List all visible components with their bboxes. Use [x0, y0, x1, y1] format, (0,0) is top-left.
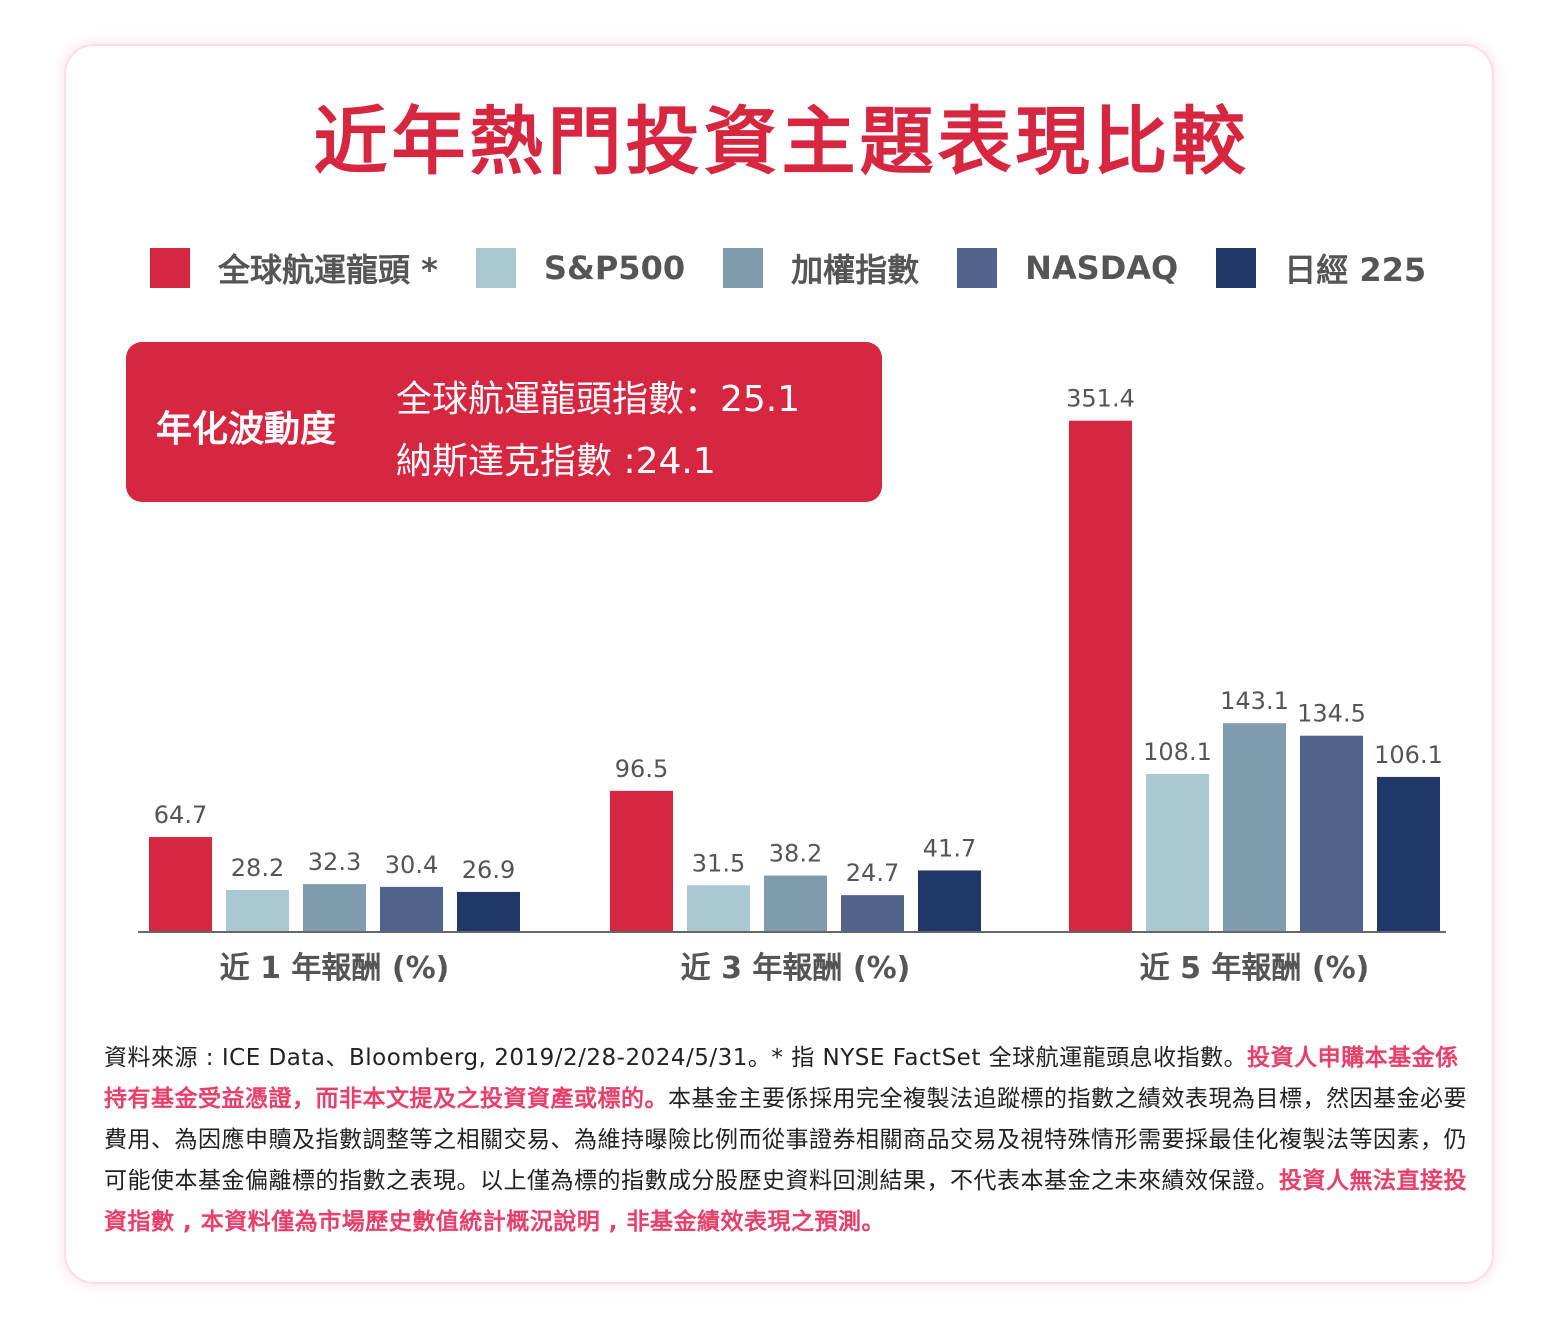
bar: [1300, 735, 1363, 931]
data-label: 32.3: [308, 848, 361, 876]
data-label: 24.7: [846, 859, 899, 887]
x-tick-label: 近 3 年報酬 (%): [681, 951, 911, 986]
footnote: 資料來源 : ICE Data、Bloomberg, 2019/2/28-202…: [104, 1038, 1474, 1243]
legend-label: 加權指數: [791, 251, 920, 289]
data-label: 38.2: [769, 840, 822, 868]
data-label: 108.1: [1143, 738, 1212, 766]
data-label: 26.9: [462, 856, 515, 884]
bar: [687, 885, 750, 931]
x-tick-label: 近 5 年報酬 (%): [1140, 951, 1370, 986]
footnote-source: 資料來源 : ICE Data、Bloomberg, 2019/2/28-202…: [104, 1045, 1248, 1071]
legend-item-nasdaq: NASDAQ: [957, 248, 1178, 288]
data-label: 28.2: [231, 854, 284, 882]
legend-label: NASDAQ: [1025, 249, 1179, 287]
bar: [226, 890, 289, 931]
legend-swatch: [150, 248, 190, 288]
bar: [1377, 776, 1440, 931]
data-label: 96.5: [615, 755, 668, 783]
data-label: 64.7: [154, 801, 207, 829]
data-label: 31.5: [692, 849, 745, 877]
footnote-highlight-1: 投資人申購本基金係持有基金受益憑證，而非本文提及之投資資產或標的。: [104, 1045, 1459, 1112]
volatility-title: 年化波動度: [156, 409, 337, 450]
bar: [1146, 774, 1209, 931]
data-label: 41.7: [923, 834, 976, 862]
bar: [149, 837, 212, 931]
bar: [841, 895, 904, 931]
legend-swatch: [1216, 248, 1257, 288]
bar: [764, 875, 827, 931]
chart-title: 近年熱門投資主題表現比較: [313, 99, 1250, 185]
legend-swatch: [475, 248, 516, 288]
bar: [1223, 723, 1286, 931]
data-label: 351.4: [1066, 385, 1135, 413]
legend-item-nikkei: 日經 225: [1216, 245, 1426, 291]
legend-item-shipping: 全球航運龍頭 *: [150, 245, 438, 291]
data-label: 143.1: [1220, 687, 1289, 715]
volatility-box: 年化波動度 全球航運龍頭指數：25.1 納斯達克指數 :24.1: [126, 342, 882, 502]
footnote-highlight-2: 投資人無法直接投資指數 , 本資料僅為市場歷史數值統計概況說明 , 非基金績效表…: [104, 1168, 1467, 1235]
legend-swatch: [957, 248, 998, 288]
bar: [380, 886, 443, 931]
bar: [610, 790, 673, 931]
bar: [918, 870, 981, 931]
legend-swatch: [723, 248, 764, 288]
data-label: 106.1: [1374, 741, 1443, 769]
x-tick-label: 近 1 年報酬 (%): [220, 951, 450, 986]
chart-legend: 全球航運龍頭 * S&P500 加權指數 NASDAQ 日經 225: [150, 245, 1464, 291]
volatility-nasdaq: 納斯達克指數 :24.1: [396, 441, 716, 482]
legend-label: 全球航運龍頭 *: [218, 251, 438, 289]
volatility-shipping: 全球航運龍頭指數：25.1: [396, 379, 801, 420]
legend-label: S&P500: [543, 249, 686, 287]
bar: [457, 891, 520, 931]
data-label: 30.4: [385, 851, 438, 879]
legend-label: 日經 225: [1284, 251, 1427, 289]
data-label: 134.5: [1297, 700, 1366, 728]
bar: [1069, 420, 1132, 931]
bar: [303, 884, 366, 931]
legend-item-sp500: S&P500: [475, 248, 686, 288]
legend-item-taiex: 加權指數: [723, 245, 919, 291]
footnote-disclaimer: 本基金主要係採用完全複製法追蹤標的指數之績效表現為目標，然因基金必要費用、為因應…: [104, 1086, 1467, 1194]
